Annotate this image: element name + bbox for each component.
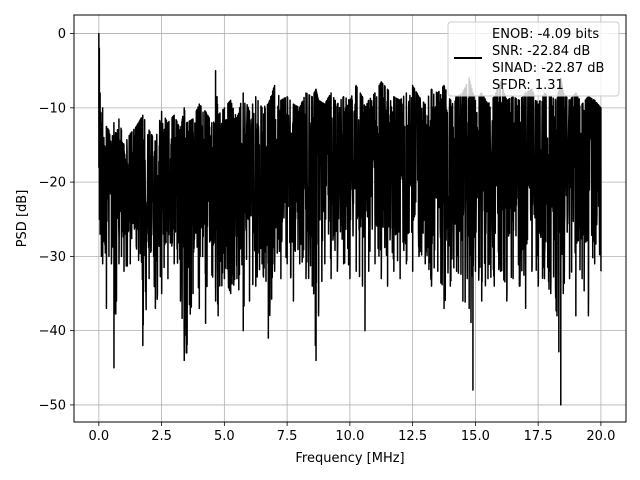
legend: ENOB: -4.09 bits SNR: -22.84 dB SINAD: -…: [447, 21, 620, 97]
y-tick-label: −20: [39, 176, 66, 191]
y-tick-label: −10: [39, 101, 66, 116]
y-axis-label: PSD [dB]: [15, 190, 30, 248]
series-psd: [98, 32, 602, 406]
legend-entry-enob: ENOB: -4.09 bits: [492, 27, 599, 42]
x-axis-label: Frequency [MHz]: [295, 451, 404, 466]
x-tick-label: 20.0: [586, 429, 615, 444]
x-tick-label: 10.0: [335, 429, 364, 444]
legend-entry-snr: SNR: -22.84 dB: [492, 44, 590, 59]
x-tick-label: 15.0: [461, 429, 490, 444]
y-tick-label: −30: [39, 250, 66, 265]
y-axis-ticks: 0 −10 −20 −30 −40 −50: [39, 27, 74, 413]
x-tick-label: 17.5: [524, 429, 553, 444]
y-tick-label: −40: [39, 324, 66, 339]
x-tick-label: 12.5: [398, 429, 427, 444]
legend-entry-sfdr: SFDR: 1.31: [492, 78, 564, 93]
x-tick-label: 2.5: [151, 429, 172, 444]
y-tick-label: 0: [58, 27, 66, 42]
legend-box: [447, 21, 620, 97]
x-tick-label: 5.0: [214, 429, 235, 444]
x-axis-ticks: 0.0 2.5 5.0 7.5 10.0 12.5 15.0 17.5 20.0: [89, 422, 615, 444]
y-tick-label: −50: [39, 398, 66, 413]
x-tick-label: 0.0: [89, 429, 110, 444]
x-tick-label: 7.5: [277, 429, 298, 444]
legend-entry-sinad: SINAD: -22.87 dB: [492, 61, 604, 76]
psd-trace: [98, 32, 602, 406]
